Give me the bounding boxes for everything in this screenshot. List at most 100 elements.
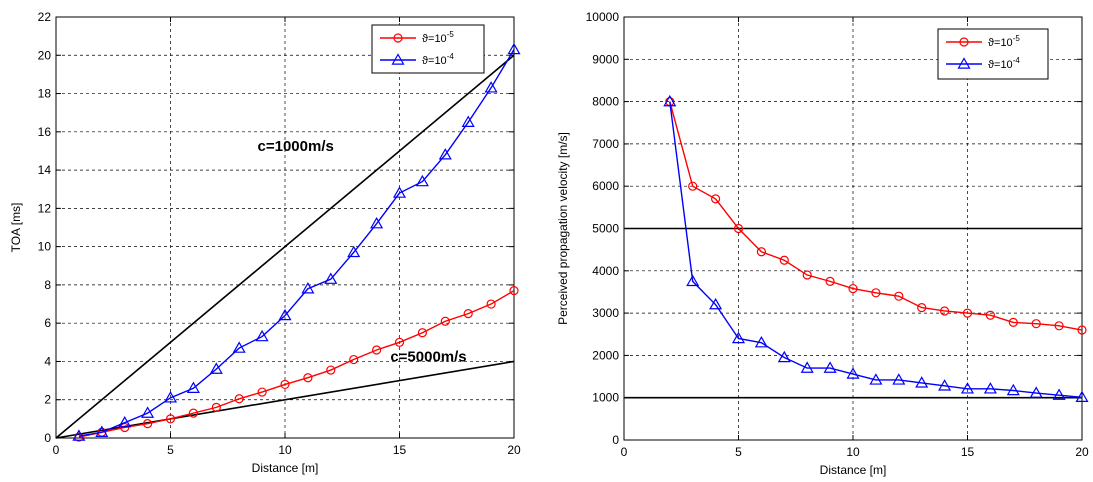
- y-tick-label: 10000: [586, 10, 620, 24]
- data-point: [686, 274, 700, 287]
- data-point: [326, 365, 336, 375]
- y-axis-label: TOA [ms]: [9, 203, 23, 253]
- y-tick-label: 12: [38, 201, 52, 215]
- y-tick-label: 1000: [592, 391, 619, 405]
- data-point: [892, 373, 906, 385]
- annotation-2: c=5000m/s: [390, 348, 466, 365]
- data-point: [688, 181, 698, 191]
- data-point: [960, 382, 975, 394]
- x-tick-label: 5: [167, 443, 174, 457]
- y-tick-label: 3000: [592, 306, 619, 320]
- series-2: [72, 42, 521, 441]
- x-tick-label: 20: [1075, 445, 1089, 459]
- data-point: [188, 408, 198, 418]
- data-point: [118, 415, 132, 428]
- y-tick-label: 22: [38, 10, 52, 24]
- data-point: [234, 394, 244, 404]
- data-point: [848, 283, 858, 294]
- chart-1: 0 5 10 15 20 0 2 4 6 8 10 12 14 16 18 20 22 Distance [m] T…: [9, 10, 521, 475]
- y-tick-label: 7000: [592, 137, 619, 151]
- x-tick-label: 15: [393, 443, 407, 457]
- data-point: [917, 303, 927, 313]
- legend-label: ϑ=10-5: [422, 30, 454, 45]
- data-point: [95, 425, 109, 437]
- data-point: [163, 391, 178, 403]
- y-tick-label: 10: [38, 240, 52, 254]
- data-point: [72, 429, 86, 441]
- legend-marker: [391, 53, 405, 65]
- data-point: [962, 308, 973, 318]
- data-point: [278, 308, 292, 321]
- data-point: [463, 309, 473, 319]
- reference-line-1: [55, 54, 515, 439]
- data-point: [280, 379, 290, 390]
- y-tick-label: 14: [38, 163, 52, 177]
- data-point: [939, 306, 950, 316]
- legend-marker: [957, 57, 971, 69]
- data-point: [802, 270, 812, 280]
- y-tick-label: 4000: [592, 264, 619, 278]
- legend-marker: [959, 37, 969, 47]
- legend-marker: [393, 33, 403, 43]
- series-line: [669, 101, 1083, 398]
- data-point: [232, 341, 246, 353]
- data-point: [985, 310, 996, 320]
- data-point: [440, 316, 450, 326]
- data-point: [120, 422, 130, 433]
- series-1: [74, 286, 519, 442]
- data-point: [777, 350, 791, 363]
- x-tick-label: 5: [735, 445, 742, 459]
- x-tick-label: 0: [53, 443, 60, 457]
- data-point: [1031, 319, 1041, 329]
- y-tick-label: 6: [44, 316, 51, 330]
- data-point: [871, 288, 881, 298]
- data-point: [211, 402, 221, 412]
- data-point: [415, 174, 429, 187]
- y-tick-label: 2: [44, 393, 51, 407]
- data-point: [983, 382, 997, 394]
- x-axis-label: Distance [m]: [820, 463, 887, 477]
- ticks: 0 5 10 15 20 0 1000 2000 3000 4000 5000 6000 7000 800…: [586, 10, 1089, 459]
- y-tick-label: 6000: [592, 179, 619, 193]
- data-point: [800, 361, 814, 373]
- data-point: [349, 354, 359, 365]
- data-point: [509, 286, 519, 296]
- data-point: [486, 299, 496, 309]
- data-point: [894, 291, 904, 301]
- data-point: [257, 387, 267, 397]
- data-point: [825, 276, 835, 286]
- series-line: [669, 101, 1083, 331]
- data-point: [779, 255, 789, 265]
- data-point: [165, 414, 176, 424]
- data-point: [1029, 386, 1043, 398]
- x-tick-label: 10: [846, 445, 860, 459]
- data-point: [417, 328, 427, 338]
- y-tick-label: 8000: [592, 95, 619, 109]
- y-tick-label: 0: [44, 431, 51, 445]
- data-point: [438, 148, 452, 160]
- x-tick-label: 0: [621, 445, 628, 459]
- y-tick-label: 16: [38, 125, 52, 139]
- data-point: [823, 361, 837, 373]
- x-tick-label: 10: [278, 443, 292, 457]
- data-point: [143, 419, 153, 429]
- data-point: [663, 94, 677, 107]
- data-point: [255, 329, 269, 342]
- data-point: [1006, 383, 1020, 396]
- data-point: [394, 337, 405, 347]
- data-point: [507, 42, 521, 55]
- chart-2: 0 5 10 15 20 0 1000 2000 3000 4000 5000 6000 7000 800…: [556, 10, 1089, 477]
- y-tick-label: 20: [38, 48, 52, 62]
- data-point: [461, 115, 475, 127]
- x-tick-label: 15: [961, 445, 975, 459]
- data-point: [347, 245, 361, 258]
- y-tick-label: 2000: [592, 348, 619, 362]
- reference-line-2: [55, 360, 515, 439]
- y-tick-label: 4: [44, 354, 51, 368]
- y-tick-label: 5000: [592, 222, 619, 236]
- data-point: [915, 376, 929, 388]
- x-axis-label: Distance [m]: [252, 461, 319, 475]
- data-point: [869, 373, 883, 385]
